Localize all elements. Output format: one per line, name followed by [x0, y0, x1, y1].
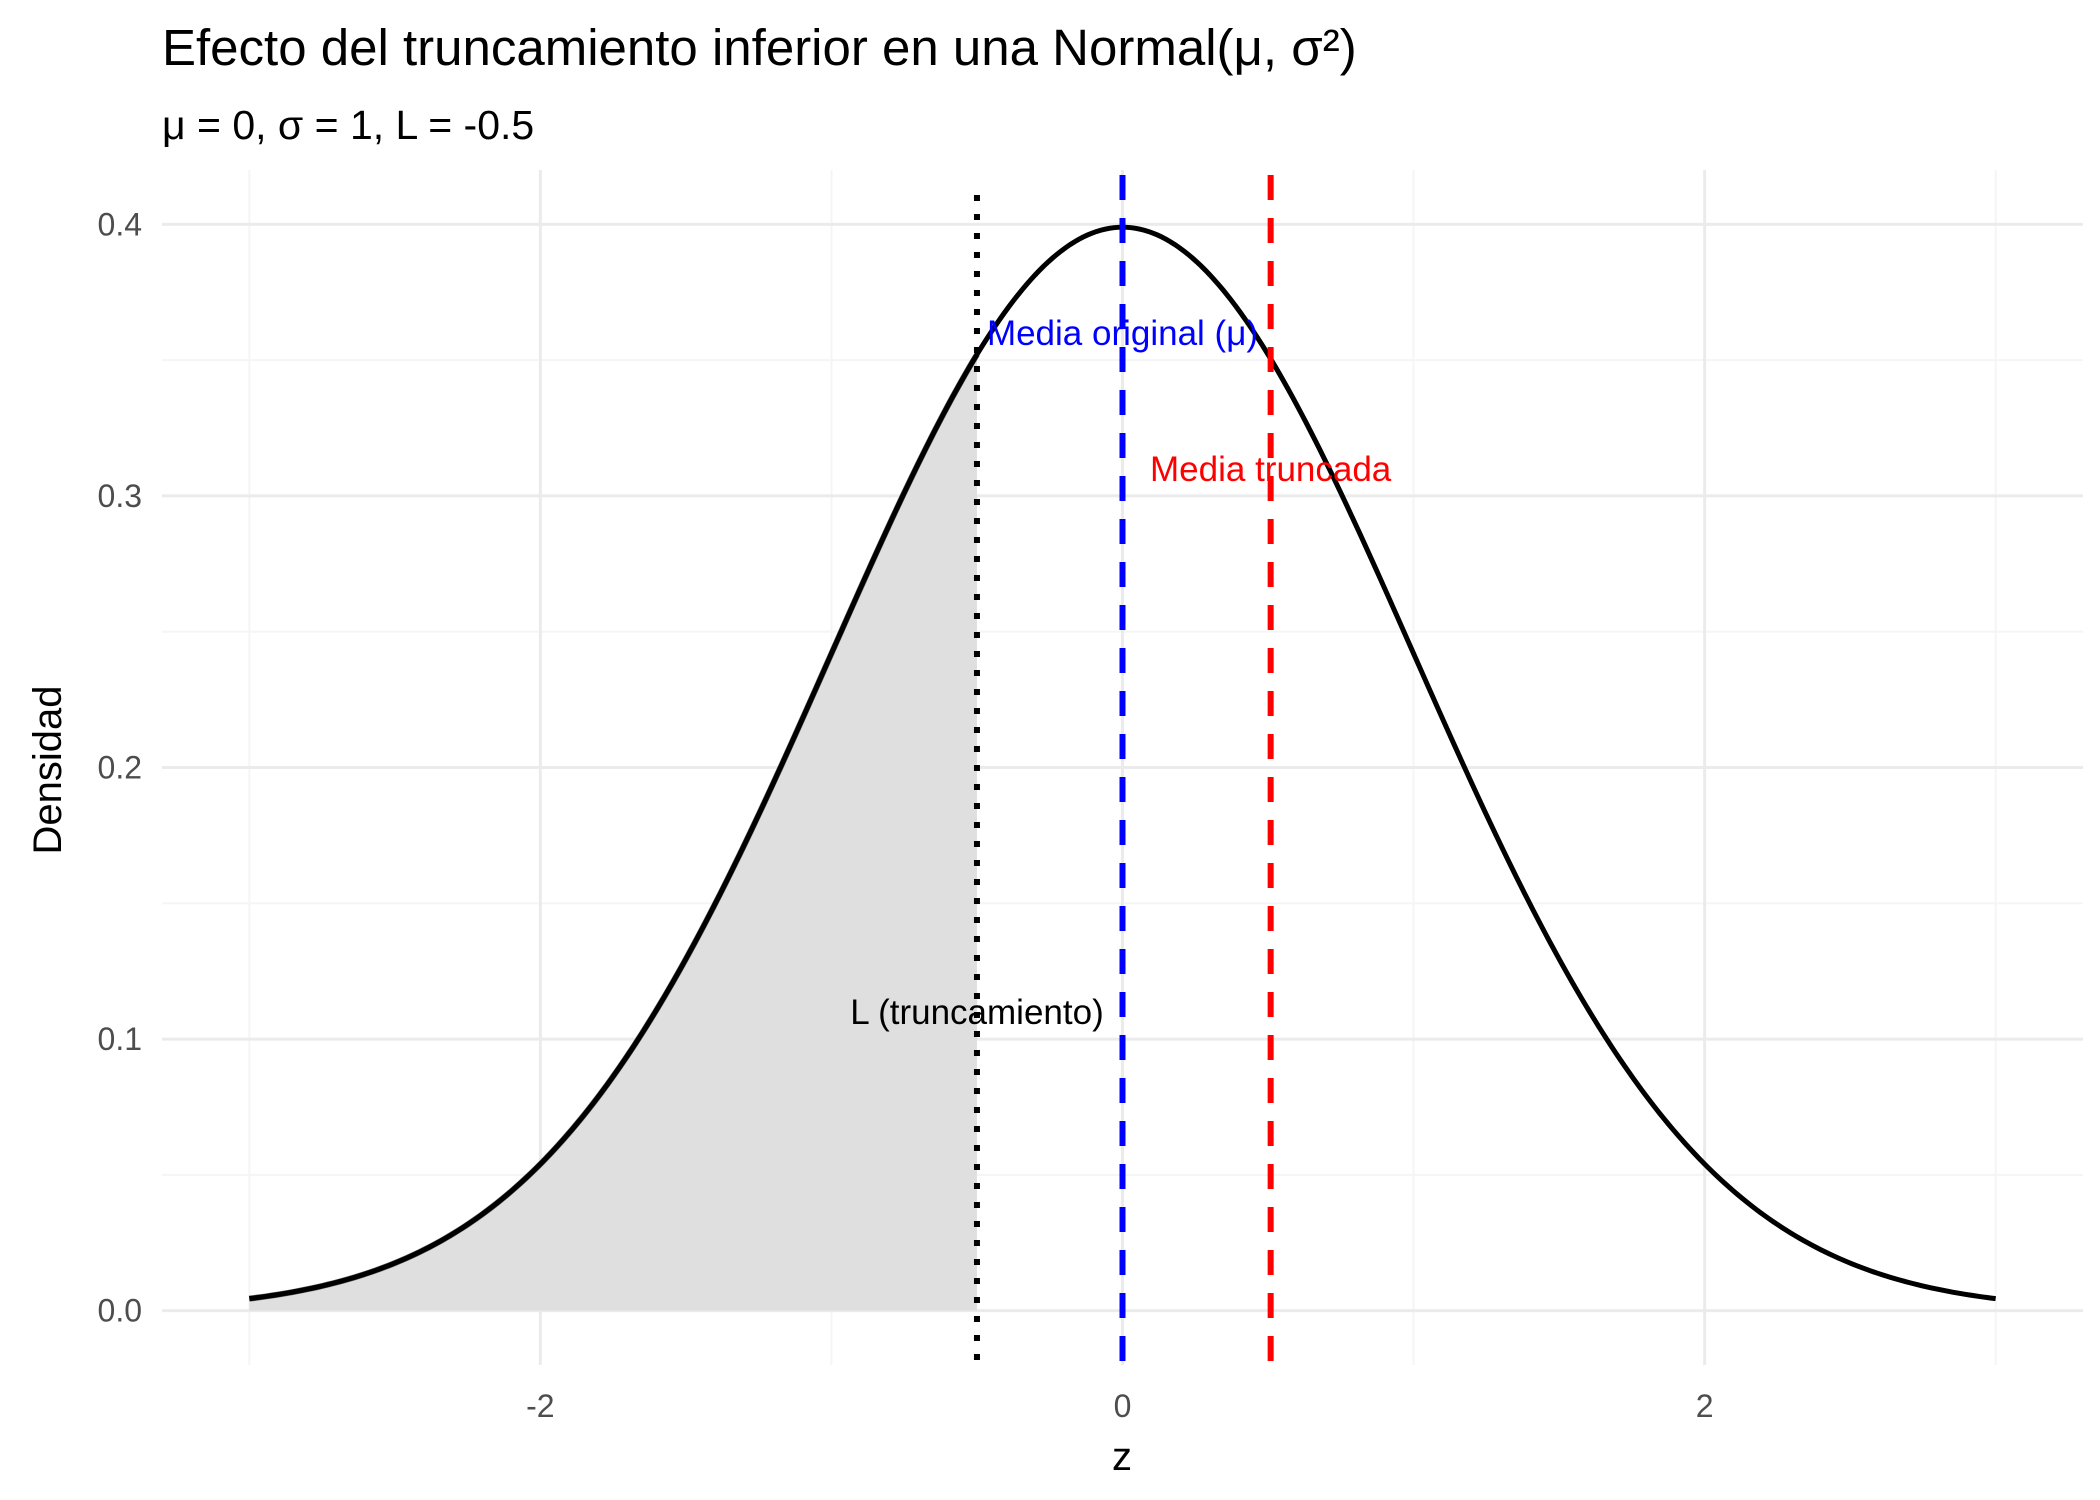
y-tick-label: 0.1 — [98, 1021, 142, 1057]
y-tick-label: 0.0 — [98, 1293, 142, 1329]
annotation-truncation: L (truncamiento) — [850, 993, 1104, 1032]
y-tick-label: 0.4 — [98, 206, 142, 242]
truncated-area — [249, 354, 977, 1311]
chart-subtitle: μ = 0, σ = 1, L = -0.5 — [162, 102, 535, 148]
x-axis-title: z — [1112, 1435, 1132, 1479]
x-tick-label: 2 — [1696, 1388, 1714, 1424]
shaded-region-layer — [248, 352, 980, 1311]
annotations-layer: Media original (μ) Media truncada L (trunc… — [850, 314, 1392, 1032]
x-tick-label: -2 — [526, 1388, 554, 1424]
annotation-truncated-mean: Media truncada — [1150, 450, 1392, 489]
y-axis-title: Densidad — [26, 685, 70, 854]
y-tick-label: 0.3 — [98, 478, 142, 514]
chart-title: Efecto del truncamiento inferior en una … — [162, 19, 1357, 76]
x-tick-label: 0 — [1114, 1388, 1132, 1424]
reference-lines-layer — [973, 175, 1274, 1365]
tick-labels-layer: -2 0 2 0.0 0.1 0.2 0.3 0.4 — [98, 206, 1714, 1424]
y-tick-label: 0.2 — [98, 750, 142, 786]
annotation-original-mean: Media original (μ) — [987, 314, 1258, 353]
